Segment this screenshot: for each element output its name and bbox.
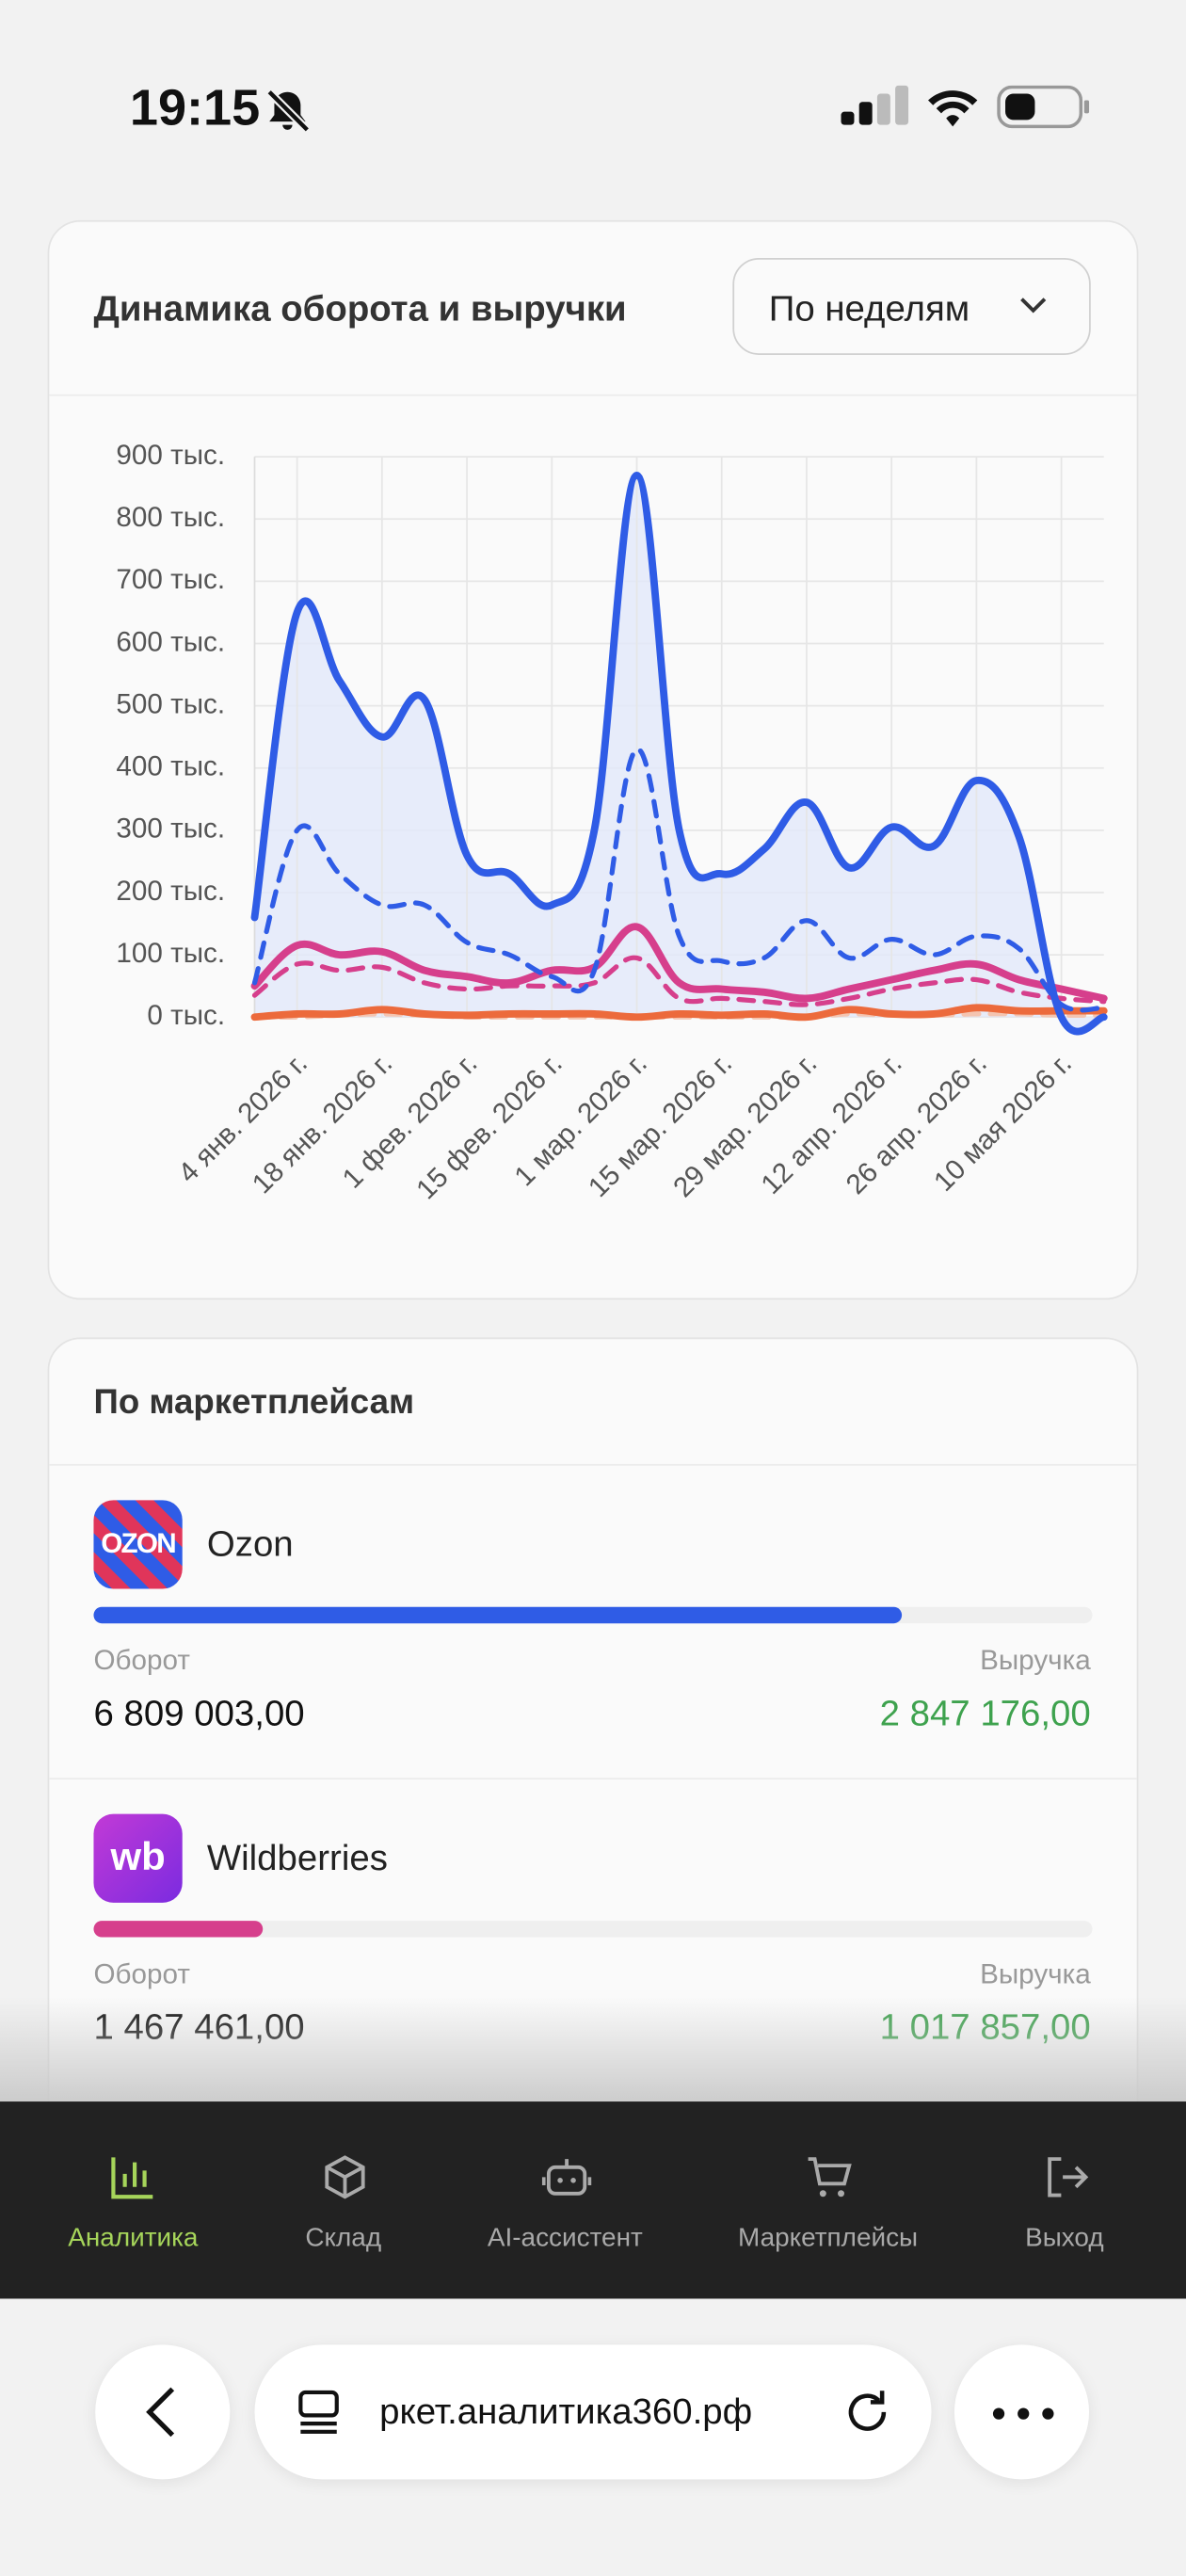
url-bar[interactable]: ркет.аналитика360.рф [254, 2344, 932, 2480]
tabs-icon [298, 2390, 339, 2434]
y-tick-label: 400 тыс. [116, 751, 225, 782]
nav-item[interactable]: Маркетплейсы [737, 2224, 919, 2253]
logo: OZON [93, 1500, 183, 1589]
card-title: Динамика оборота и выручки [93, 287, 627, 330]
x-tick-label: 29 мар. 2026 г. [667, 1048, 823, 1203]
turnover-label: Оборот [93, 1644, 191, 1677]
nav-item[interactable]: Выход [1025, 2224, 1104, 2253]
period-select-label: По неделям [768, 287, 970, 330]
revenue-label: Выручка [980, 1644, 1091, 1677]
y-tick-label: 700 тыс. [116, 564, 225, 595]
y-tick-label: 800 тыс. [116, 502, 225, 533]
period-select[interactable]: По неделям [732, 257, 1091, 355]
revenue-value: 2 847 176,00 [879, 1692, 1091, 1734]
y-tick-label: 0 тыс. [147, 1000, 225, 1031]
series-line [250, 1004, 1108, 1022]
status-time: 19:15 [129, 78, 261, 137]
series-line [251, 955, 1107, 1007]
progress-track [93, 1921, 1093, 1938]
nav-bar [0, 2101, 1186, 2299]
fade [0, 1996, 1186, 2102]
nav-icon [325, 2155, 365, 2199]
turnover-label: Оборот [93, 1958, 191, 1990]
revenue-label: Выручка [980, 1958, 1091, 1990]
nav-icon [1048, 2157, 1089, 2198]
chevron [1020, 298, 1047, 314]
logo: wb [93, 1813, 183, 1903]
series-line [251, 747, 1107, 1013]
chart-card: Динамика оборота и выручки По неделям [47, 219, 1139, 1300]
nav-item[interactable]: AI-ассистент [487, 2224, 643, 2253]
y-tick-label: 300 тыс. [116, 813, 225, 845]
nav-icon [111, 2157, 153, 2199]
y-tick-label: 100 тыс. [116, 938, 225, 969]
nav-item[interactable]: Аналитика [68, 2224, 199, 2253]
x-tick-label: 15 мар. 2026 г. [583, 1048, 738, 1203]
card-title: По маркетплейсам [93, 1383, 415, 1422]
progress-bar [93, 1921, 264, 1938]
more-icon [992, 2407, 1054, 2420]
turnover-value: 6 809 003,00 [93, 1692, 305, 1734]
reload-icon [848, 2391, 887, 2431]
marketplace-name: Ozon [206, 1522, 294, 1565]
progress-bar [93, 1606, 903, 1624]
y-tick-label: 600 тыс. [116, 626, 225, 657]
url: ркет.аналитика360.рф [379, 2391, 753, 2432]
divider [49, 1463, 1137, 1466]
back-icon [146, 2387, 175, 2438]
more-button[interactable] [954, 2344, 1090, 2480]
nav-icon [808, 2157, 852, 2198]
x-tick-label: 15 фев. 2026 г. [410, 1048, 569, 1206]
back-button[interactable] [95, 2344, 231, 2480]
nav-item[interactable]: Склад [305, 2224, 382, 2253]
series-line [250, 923, 1108, 1003]
mute-icon [266, 89, 311, 133]
status-icons [841, 85, 1090, 129]
nav-icon [541, 2159, 592, 2196]
marketplace-name: Wildberries [206, 1837, 388, 1878]
y-tick-label: 200 тыс. [116, 876, 225, 907]
y-tick-label: 900 тыс. [116, 440, 225, 471]
series-line [250, 472, 1108, 1036]
divider [49, 394, 1137, 396]
y-tick-label: 500 тыс. [116, 688, 225, 719]
chart: 0 тыс. 100 тыс. 200 тыс. 300 тыс. 400 тыс. 50… [116, 440, 1108, 1206]
divider [49, 1778, 1137, 1779]
